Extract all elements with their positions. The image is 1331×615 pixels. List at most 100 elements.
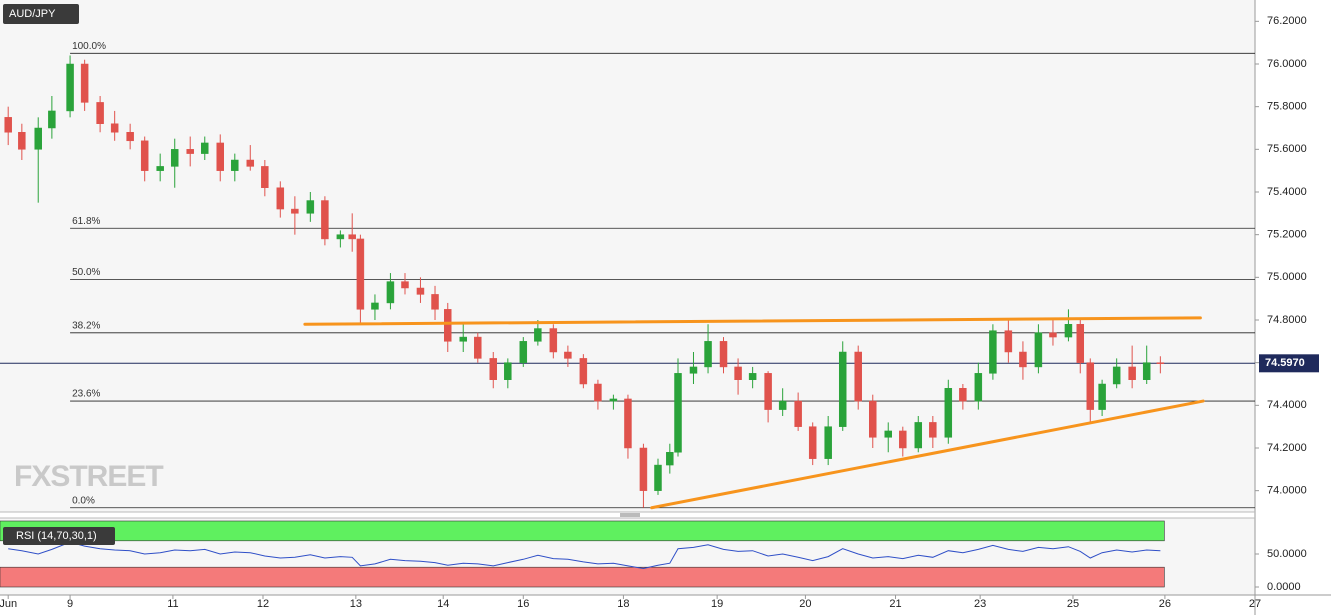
candle-body: [1049, 332, 1057, 338]
candle: [1156, 356, 1165, 374]
candle: [276, 181, 285, 218]
candle-body: [974, 373, 983, 402]
y-tick-label: 75.6000: [1267, 143, 1307, 155]
candle: [48, 96, 56, 139]
candle-body: [734, 366, 742, 380]
y-tick-label: 75.8000: [1267, 101, 1307, 113]
candle: [748, 366, 757, 389]
candle: [401, 273, 409, 295]
watermark: FXSTREET: [14, 460, 163, 493]
candle: [306, 192, 315, 222]
candle: [808, 422, 817, 466]
candle-body: [549, 328, 558, 353]
candle-body: [261, 166, 269, 188]
candle-body: [246, 159, 255, 167]
candle-body: [778, 400, 787, 410]
candle-body: [356, 238, 365, 310]
candle-body: [519, 341, 528, 363]
candle: [1004, 320, 1013, 363]
candle-body: [1076, 324, 1085, 363]
candle-body: [719, 341, 728, 368]
title-box: [3, 4, 79, 24]
rsi-title: RSI (14,70,30,1): [16, 530, 97, 542]
drag-handle[interactable]: [620, 513, 640, 517]
candle: [431, 285, 439, 320]
candle: [654, 458, 662, 495]
candle: [96, 96, 104, 133]
candle-body: [1112, 366, 1121, 385]
candle-body: [884, 430, 892, 438]
candle: [1098, 379, 1106, 416]
candle: [579, 354, 588, 389]
x-tick-label: 21: [889, 598, 901, 610]
candle: [140, 136, 149, 182]
candle: [126, 123, 134, 150]
candle: [66, 55, 74, 118]
candle-body: [231, 159, 239, 171]
candle-body: [504, 362, 512, 380]
chart-title: AUD/JPY: [9, 8, 56, 20]
y-tick-label: 74.2000: [1267, 442, 1307, 454]
candle: [884, 422, 892, 453]
candle-body: [1019, 351, 1027, 368]
candle: [778, 388, 787, 416]
candle: [80, 59, 89, 111]
fib-label: 61.8%: [72, 216, 100, 227]
candle-body: [666, 452, 674, 466]
candle: [929, 416, 937, 448]
candle: [246, 145, 255, 171]
candle-body: [639, 447, 648, 491]
candle: [18, 123, 26, 160]
candle-body: [564, 351, 572, 359]
x-tick-label: 26: [1159, 598, 1171, 610]
candle-body: [748, 373, 757, 380]
candle: [674, 358, 682, 457]
candle-body: [579, 358, 588, 385]
candle-body: [534, 328, 542, 342]
candle: [689, 352, 698, 384]
candle-body: [126, 132, 134, 142]
candle-body: [4, 117, 12, 133]
candle: [110, 110, 119, 141]
candle-body: [170, 149, 179, 167]
candle: [639, 443, 648, 508]
candle-body: [306, 200, 315, 214]
candle-body: [34, 127, 42, 150]
candle-body: [1142, 362, 1151, 380]
candle-body: [80, 63, 89, 103]
candle: [1128, 345, 1136, 389]
fib-label: 50.0%: [72, 267, 100, 278]
oversold-zone: [0, 566, 1165, 588]
candle-body: [674, 373, 682, 453]
candle-body: [444, 309, 452, 342]
candle: [34, 117, 42, 203]
y-tick-label: 75.2000: [1267, 229, 1307, 241]
candle: [416, 277, 425, 303]
candle-body: [1086, 362, 1095, 410]
candle: [519, 337, 528, 367]
candle-body: [401, 281, 409, 289]
x-tick-label: 25: [1067, 598, 1079, 610]
candle-body: [48, 110, 56, 129]
candle-body: [474, 336, 482, 359]
candle-body: [431, 294, 439, 310]
candle-body: [1156, 362, 1165, 364]
candle: [838, 341, 847, 431]
candle: [186, 136, 194, 167]
candle-body: [276, 187, 285, 210]
x-tick-label: Jun: [0, 598, 17, 610]
candle: [794, 392, 802, 431]
candle: [624, 394, 632, 459]
y-tick-label: 74.8000: [1267, 314, 1307, 326]
candle-body: [1128, 366, 1136, 380]
candle-body: [869, 400, 877, 438]
candle: [1142, 345, 1151, 384]
x-tick-label: 9: [67, 598, 73, 610]
candle: [734, 358, 742, 395]
candle-body: [489, 358, 498, 380]
candle: [869, 394, 877, 448]
candle: [1076, 320, 1085, 374]
candle-body: [416, 287, 425, 295]
candle: [854, 345, 862, 410]
